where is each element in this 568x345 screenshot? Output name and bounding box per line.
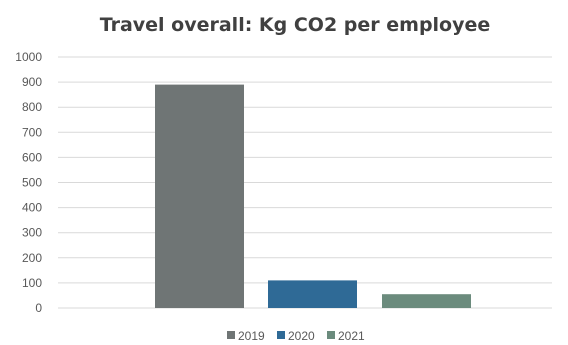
- bar-2019: [155, 84, 244, 308]
- legend-label-2021: 2021: [338, 329, 365, 343]
- y-tick-label: 300: [22, 226, 42, 240]
- legend-label-2020: 2020: [288, 329, 315, 343]
- chart-title: Travel overall: Kg CO2 per employee: [100, 14, 491, 36]
- y-tick-label: 900: [22, 75, 42, 89]
- legend-swatch-2020: [277, 331, 285, 339]
- y-tick-label: 0: [35, 301, 42, 315]
- y-tick-label: 200: [22, 251, 42, 265]
- y-tick-label: 1000: [15, 50, 42, 64]
- y-tick-label: 800: [22, 100, 42, 114]
- gridlines: [58, 56, 552, 309]
- bars: [155, 84, 471, 308]
- y-tick-label: 500: [22, 176, 42, 190]
- y-axis-tick-labels: 0 100 200 300 400 500 600 700 800 900 1000: [15, 50, 42, 315]
- bar-2020: [268, 280, 357, 308]
- legend-label-2019: 2019: [238, 329, 265, 343]
- y-tick-label: 700: [22, 125, 42, 139]
- y-tick-label: 600: [22, 150, 42, 164]
- legend-swatch-2021: [327, 331, 335, 339]
- legend: 2019 2020 2021: [227, 329, 365, 343]
- y-tick-label: 400: [22, 201, 42, 215]
- bar-2021: [382, 294, 471, 308]
- y-tick-label: 100: [22, 276, 42, 290]
- legend-swatch-2019: [227, 331, 235, 339]
